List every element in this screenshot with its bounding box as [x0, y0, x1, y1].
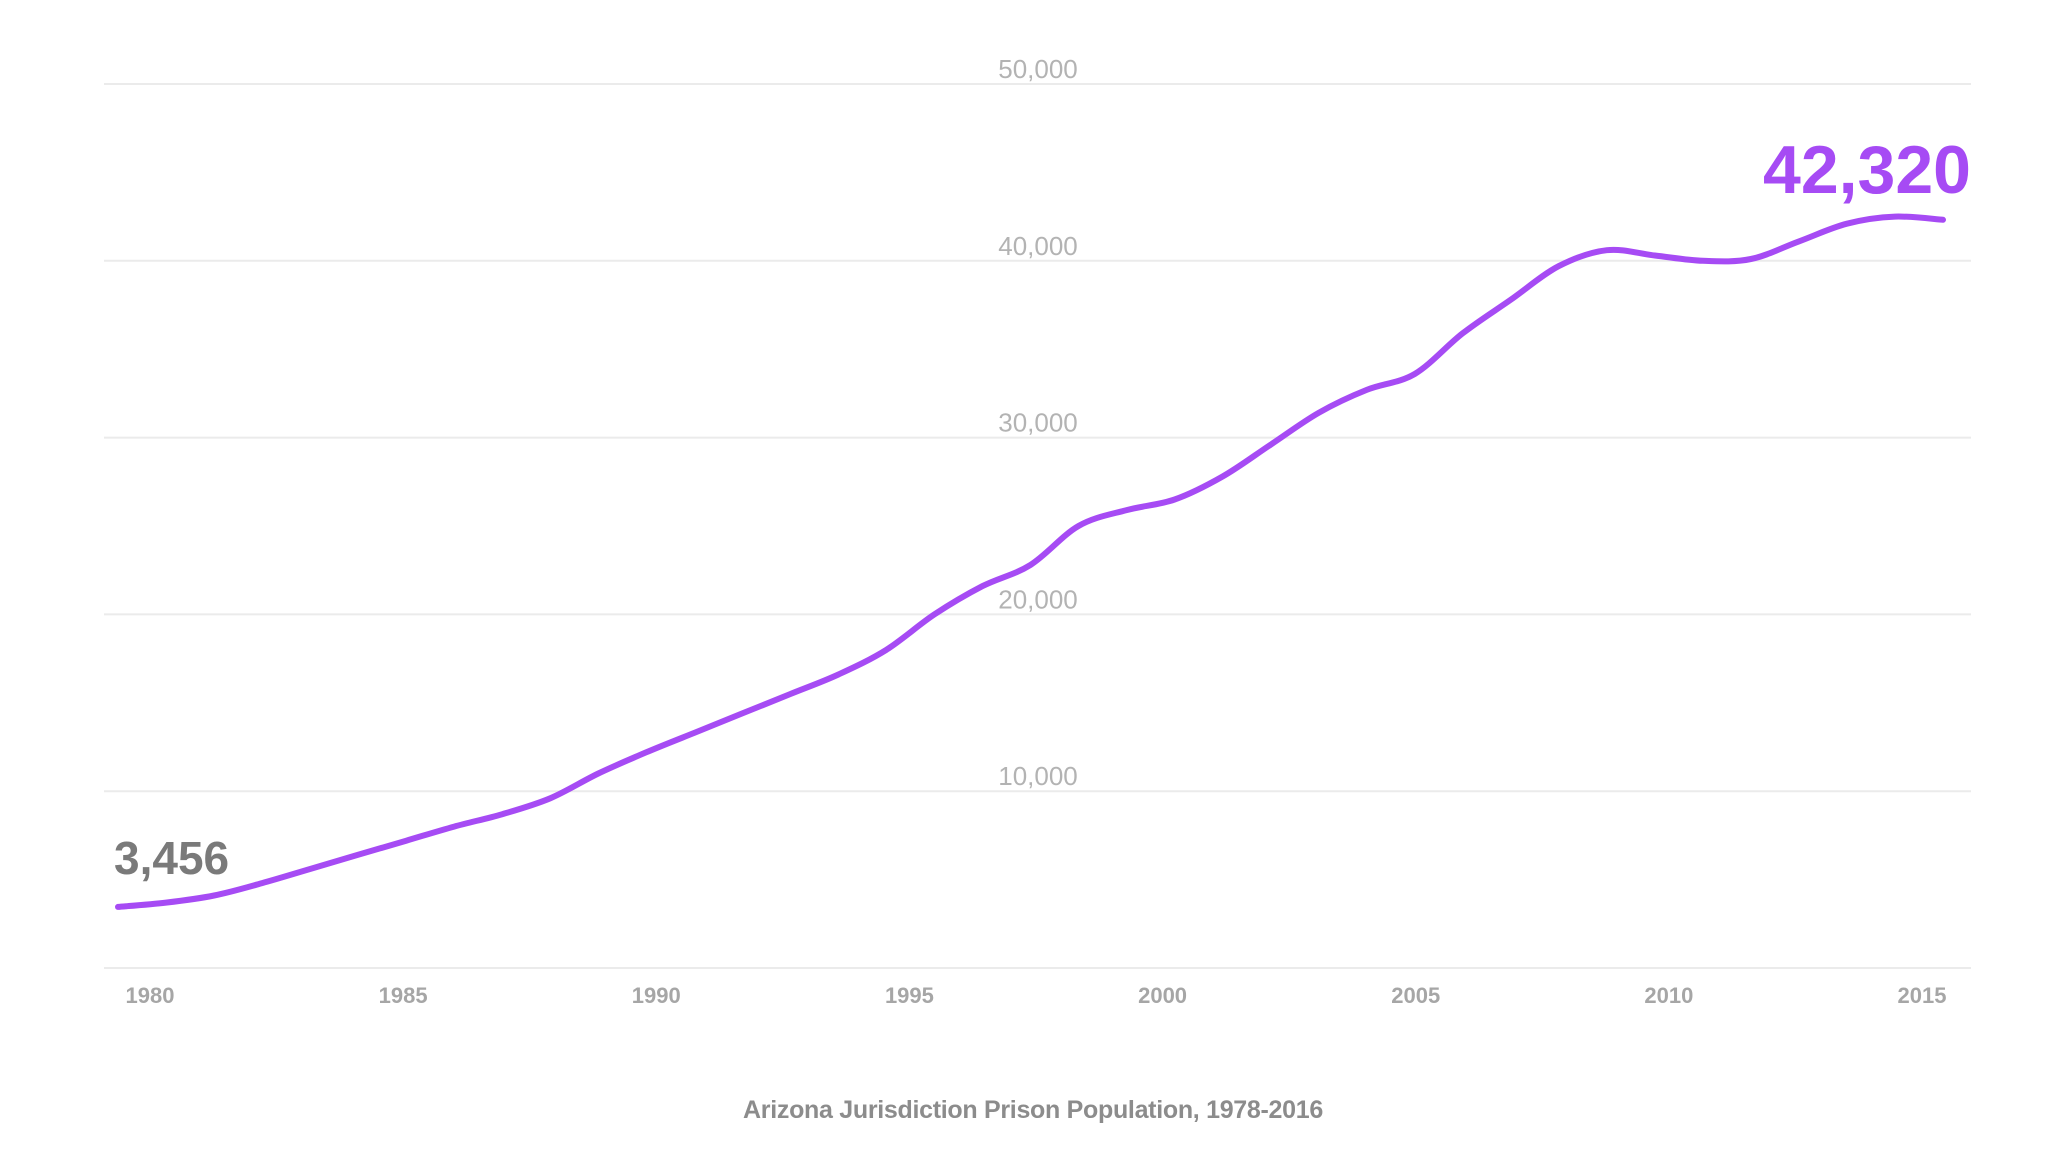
x-tick-label: 1995	[885, 983, 934, 1008]
x-tick-label: 2010	[1644, 983, 1693, 1008]
x-tick-label: 2005	[1391, 983, 1440, 1008]
x-tick-label: 1985	[379, 983, 428, 1008]
x-tick-label: 1980	[126, 983, 175, 1008]
y-tick-label: 50,000	[998, 54, 1078, 84]
y-axis-labels: 10,000 20,000 30,000 40,000 50,000	[998, 54, 1078, 791]
start-value-label: 3,456	[114, 832, 229, 884]
x-tick-label: 1990	[632, 983, 681, 1008]
chart-caption: Arizona Jurisdiction Prison Population, …	[743, 1096, 1323, 1124]
y-tick-label: 10,000	[998, 761, 1078, 791]
x-tick-label: 2015	[1898, 983, 1947, 1008]
gridlines	[104, 83, 1971, 969]
population-line	[115, 213, 1946, 910]
end-value-label: 42,320	[1763, 132, 1971, 208]
y-tick-label: 30,000	[998, 408, 1078, 438]
x-axis-labels: 1980 1985 1990 1995 2000 2005 2010 2015	[126, 983, 1947, 1008]
y-tick-label: 40,000	[998, 231, 1078, 261]
x-tick-label: 2000	[1138, 983, 1187, 1008]
y-tick-label: 20,000	[998, 584, 1078, 614]
